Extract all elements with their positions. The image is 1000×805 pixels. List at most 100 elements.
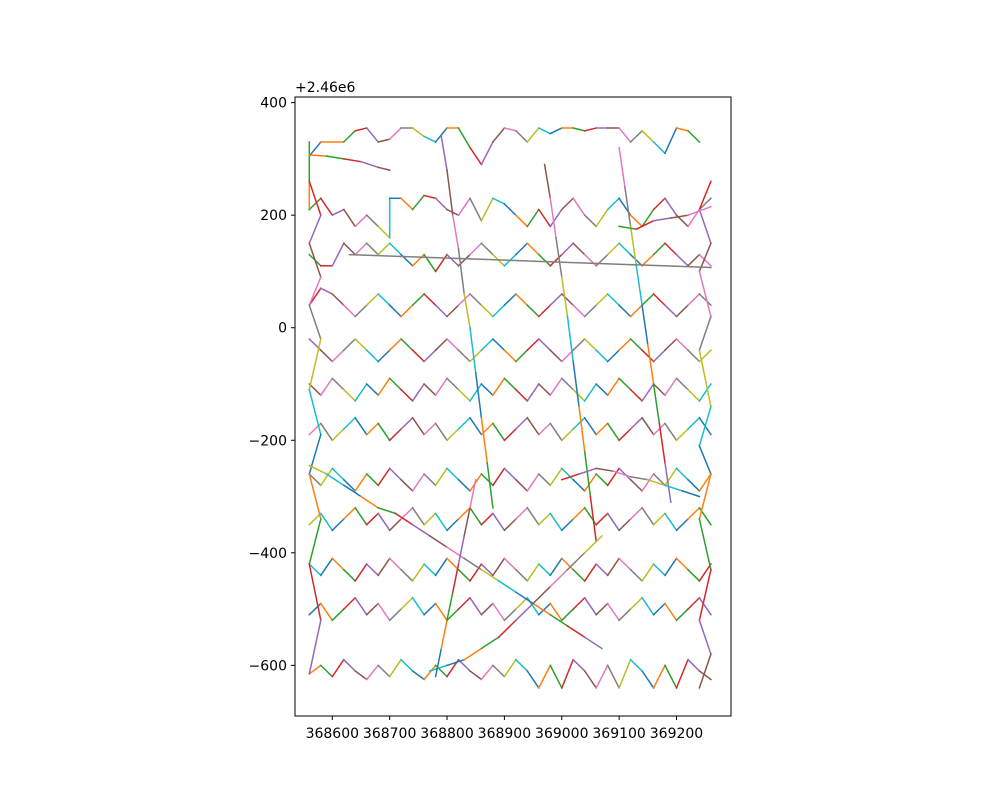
series-segment: [463, 647, 483, 661]
series-segment: [595, 602, 609, 616]
series-segment: [331, 467, 345, 481]
series-segment: [641, 669, 655, 689]
series-segment: [503, 467, 517, 481]
series-segment: [606, 512, 621, 532]
series-23: [618, 205, 712, 231]
series-segment: [514, 129, 529, 144]
series-segment: [434, 377, 449, 397]
y-tick-label: 400: [260, 96, 287, 112]
series-segment: [583, 127, 598, 132]
series-segment: [514, 242, 529, 256]
series-6: [308, 377, 712, 402]
series-segment: [319, 557, 334, 577]
series-segment: [331, 427, 345, 442]
series-segment: [445, 608, 460, 622]
series-segment: [641, 382, 655, 402]
series-segment: [566, 315, 575, 363]
series-segment: [400, 568, 414, 582]
series-segment: [641, 472, 655, 492]
series-segment: [377, 292, 391, 307]
series-segment: [629, 416, 644, 431]
series-segment: [572, 388, 586, 402]
series-segment: [331, 292, 345, 307]
series-segment: [331, 608, 345, 622]
series-segment: [388, 126, 403, 141]
series-segment: [308, 214, 322, 245]
series-segment: [572, 416, 586, 431]
series-segment: [480, 602, 494, 616]
series-segment: [566, 551, 586, 571]
series-segment: [606, 422, 621, 442]
series-4: [308, 287, 712, 318]
series-segment: [583, 450, 592, 498]
series-segment: [652, 382, 667, 397]
series-segment: [457, 388, 472, 402]
series-segment: [365, 563, 380, 577]
series-segment: [377, 422, 391, 442]
series-segment: [681, 489, 701, 498]
series-segment: [618, 242, 632, 256]
series-segment: [652, 292, 667, 307]
series-segment: [445, 253, 460, 267]
series-segment: [365, 126, 380, 144]
series-segment: [342, 337, 357, 352]
series-segment: [675, 467, 690, 481]
series-segment: [549, 664, 563, 689]
series-segment: [503, 557, 517, 571]
series-segment: [342, 158, 362, 163]
series-segment: [675, 337, 690, 352]
series-segment: [514, 478, 529, 492]
series-segment: [348, 253, 712, 269]
series-segment: [457, 568, 472, 582]
series-segment: [503, 427, 517, 442]
series-8: [308, 467, 712, 492]
series-segment: [595, 422, 609, 436]
series-segment: [457, 478, 472, 492]
series-segment: [308, 664, 322, 675]
series-segment: [377, 377, 391, 397]
series-segment: [423, 512, 437, 526]
series-segment: [308, 433, 322, 475]
series-segment: [618, 517, 632, 532]
series-segment: [319, 422, 334, 442]
series-segment: [526, 242, 540, 256]
series-segment: [457, 535, 466, 565]
series-segment: [480, 197, 494, 222]
series-segment: [618, 377, 632, 391]
series-segment: [342, 478, 357, 492]
series-segment: [583, 214, 598, 228]
series-segment: [526, 126, 540, 144]
series-segment: [537, 126, 552, 135]
series-segment: [497, 579, 517, 594]
series-segment: [698, 349, 712, 408]
series-segment: [686, 506, 701, 521]
series-segment: [457, 349, 472, 363]
series-segment: [526, 416, 540, 436]
series-segment: [469, 478, 477, 509]
series-segment: [468, 596, 483, 616]
series-segment: [624, 186, 632, 228]
series-segment: [491, 377, 506, 397]
series-segment: [537, 563, 552, 577]
series-segment: [629, 253, 644, 267]
series-segment: [641, 416, 655, 436]
series-segment: [342, 304, 357, 318]
series-segment: [572, 658, 586, 673]
series-segment: [411, 126, 426, 138]
series-segment: [629, 478, 644, 492]
series-segment: [686, 253, 701, 267]
series-segment: [354, 669, 368, 681]
series-segment: [549, 512, 563, 532]
series-segment: [514, 214, 529, 228]
series-segment: [595, 292, 609, 307]
series-11: [308, 596, 712, 622]
series-segment: [618, 337, 632, 352]
series-segment: [400, 506, 414, 521]
series-segment: [589, 495, 598, 543]
series-segment: [618, 557, 632, 571]
series-segment: [377, 467, 391, 487]
x-tick-label: 368900: [478, 726, 531, 742]
series-21: [434, 478, 477, 678]
series-segment: [365, 422, 380, 436]
series-segment: [319, 664, 334, 678]
